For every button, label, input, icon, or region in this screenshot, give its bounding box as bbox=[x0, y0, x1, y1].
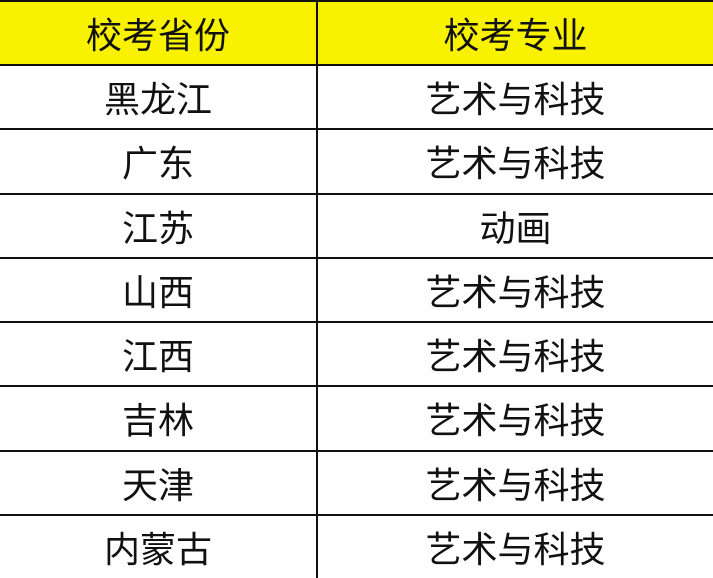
table-row: 黑龙江 艺术与科技 bbox=[0, 63, 713, 131]
cell-province: 内蒙古 bbox=[0, 513, 318, 578]
header-row: 校考省份 校考专业 bbox=[0, 0, 713, 66]
cell-province: 江西 bbox=[0, 320, 318, 388]
header-province: 校考省份 bbox=[0, 0, 318, 66]
cell-major: 动画 bbox=[316, 192, 713, 259]
cell-major: 艺术与科技 bbox=[316, 449, 713, 516]
cell-major: 艺术与科技 bbox=[316, 385, 713, 452]
table-row: 内蒙古 艺术与科技 bbox=[0, 513, 713, 578]
cell-province: 山西 bbox=[0, 256, 318, 324]
cell-major: 艺术与科技 bbox=[316, 513, 713, 578]
cell-province: 黑龙江 bbox=[0, 63, 318, 131]
table-row: 江西 艺术与科技 bbox=[0, 320, 713, 388]
cell-province: 吉林 bbox=[0, 385, 318, 452]
cell-major: 艺术与科技 bbox=[316, 63, 713, 131]
cell-province: 天津 bbox=[0, 449, 318, 516]
table-row: 山西 艺术与科技 bbox=[0, 256, 713, 324]
cell-province: 广东 bbox=[0, 128, 318, 195]
table-row: 广东 艺术与科技 bbox=[0, 128, 713, 195]
table-row: 天津 艺术与科技 bbox=[0, 449, 713, 516]
header-major: 校考专业 bbox=[316, 0, 713, 66]
cell-province: 江苏 bbox=[0, 192, 318, 259]
cell-major: 艺术与科技 bbox=[316, 128, 713, 195]
cell-major: 艺术与科技 bbox=[316, 320, 713, 388]
table-row: 江苏 动画 bbox=[0, 192, 713, 259]
cell-major: 艺术与科技 bbox=[316, 256, 713, 324]
table-row: 吉林 艺术与科技 bbox=[0, 385, 713, 452]
